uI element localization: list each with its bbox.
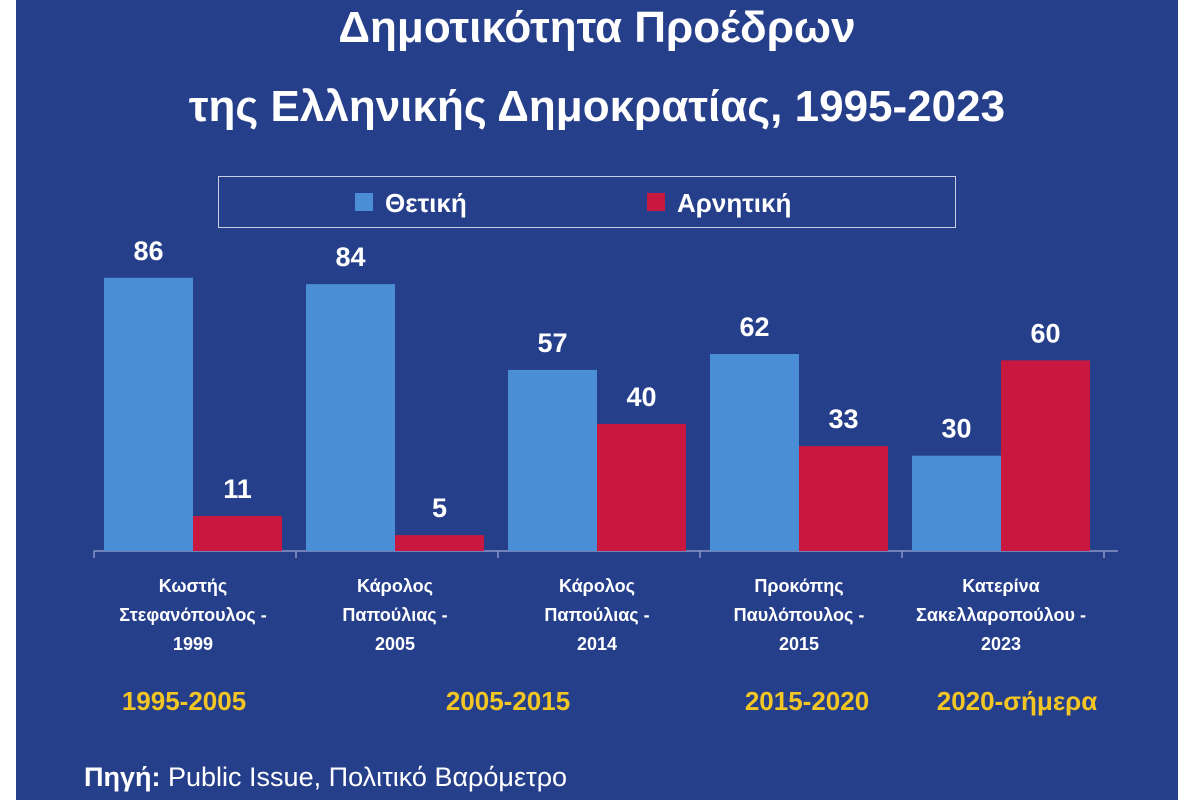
source-note: Πηγή: Public Issue, Πολιτικό Βαρόμετρο	[84, 760, 567, 794]
source-label: Πηγή:	[84, 762, 161, 792]
legend-swatch-positive	[355, 193, 373, 211]
bar-negative-1	[193, 516, 282, 551]
bar-chart: 86 84 57 62 30 11 5 40 33 60	[93, 236, 1118, 558]
chart-title-line-2: της Ελληνικής Δημοκρατίας, 1995-2023	[188, 82, 1006, 131]
category-label-line: Παυλόπουλος -	[733, 605, 865, 625]
bar-positive-3	[508, 369, 597, 551]
category-label-2: Κάρολος Παπούλιας - 2005	[300, 572, 490, 659]
chart-panel: Δημοτικότητα Προέδρων της Ελληνικής Δημο…	[16, 0, 1178, 800]
category-label-line: 2014	[576, 634, 618, 654]
bar-negative-3	[597, 423, 686, 551]
data-label-positive-2: 84	[335, 242, 365, 272]
bar-positive-2	[306, 284, 395, 551]
category-label-line: Σακελλαροπούλου -	[916, 605, 1086, 625]
category-label-line: Κάρολος	[559, 576, 635, 596]
legend-swatch-negative	[647, 193, 665, 211]
category-label-line: 2023	[980, 634, 1022, 654]
chart-legend: Θετική Αρνητική	[218, 176, 956, 228]
category-label-line: 2015	[778, 634, 820, 654]
category-label-3: Κάρολος Παπούλιας - 2014	[502, 572, 692, 659]
legend-label-negative: Αρνητική	[677, 188, 792, 218]
category-label-line: 2005	[374, 634, 416, 654]
category-label-5: Κατερίνα Σακελλαροπούλου - 2023	[906, 572, 1096, 659]
category-label-line: Παπούλιας -	[342, 605, 448, 625]
chart-title-line-1: Δημοτικότητα Προέδρων	[338, 3, 856, 52]
data-label-negative-5: 60	[1030, 318, 1060, 348]
data-label-positive-5: 30	[941, 414, 971, 444]
category-label-line: Κάρολος	[357, 576, 433, 596]
bar-negative-2	[395, 535, 484, 551]
source-text: Public Issue, Πολιτικό Βαρόμετρο	[168, 762, 568, 792]
data-label-negative-3: 40	[626, 382, 656, 412]
category-label-line: 1999	[172, 634, 214, 654]
period-label-4: 2020-σήμερα	[936, 686, 1098, 716]
category-label-line: Προκόπης	[754, 576, 844, 596]
data-label-positive-3: 57	[537, 328, 567, 358]
data-label-negative-1: 11	[223, 474, 252, 504]
bar-positive-1	[104, 277, 193, 551]
data-label-negative-2: 5	[432, 493, 447, 523]
period-label-3: 2015-2020	[744, 686, 870, 716]
bar-positive-4	[710, 354, 799, 551]
data-label-positive-1: 86	[133, 236, 163, 266]
bar-negative-5	[1001, 360, 1090, 551]
bar-positive-5	[912, 455, 1001, 551]
data-label-positive-4: 62	[739, 312, 769, 342]
category-label-line: Στεφανόπουλος -	[119, 605, 267, 625]
legend-label-positive: Θετική	[385, 188, 467, 218]
period-label-1: 1995-2005	[121, 686, 247, 716]
category-label-line: Κατερίνα	[962, 576, 1040, 596]
category-label-line: Κωστής	[158, 576, 228, 596]
data-label-negative-4: 33	[828, 404, 858, 434]
bar-negative-4	[799, 446, 888, 551]
category-label-1: Κωστής Στεφανόπουλος - 1999	[98, 572, 288, 659]
category-label-4: Προκόπης Παυλόπουλος - 2015	[704, 572, 894, 659]
category-label-line: Παπούλιας -	[544, 605, 650, 625]
period-label-2: 2005-2015	[445, 686, 571, 716]
